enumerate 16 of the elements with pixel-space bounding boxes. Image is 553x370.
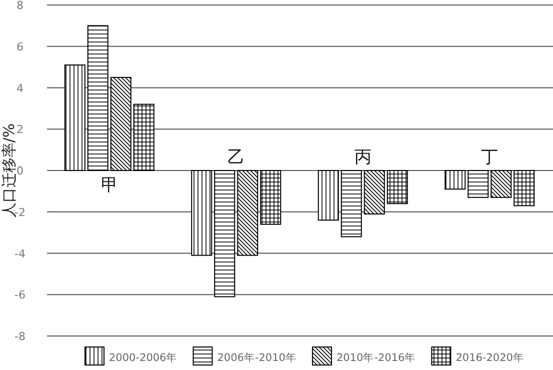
y-tick-label: 8 bbox=[16, 0, 24, 12]
x-tick-label: 丁 bbox=[481, 148, 498, 168]
x-tick-label: 甲 bbox=[100, 176, 118, 196]
legend-label: 2010年-2016年 bbox=[336, 352, 416, 364]
y-tick-label: -4 bbox=[14, 247, 26, 260]
legend-label: 2016-2020年 bbox=[456, 352, 524, 364]
legend-label: 2006年-2010年 bbox=[217, 352, 296, 364]
x-tick-label: 乙 bbox=[228, 148, 245, 168]
y-tick-label: -6 bbox=[14, 288, 26, 302]
legend-label: 2000-2006年 bbox=[109, 352, 178, 364]
x-tick-label: 丙 bbox=[354, 148, 372, 168]
y-tick-label: 0 bbox=[16, 164, 24, 178]
y-tick-label: 6 bbox=[16, 40, 24, 54]
y-tick-label: 4 bbox=[16, 82, 24, 95]
y-tick-label: 2 bbox=[16, 123, 24, 136]
y-tick-label: -8 bbox=[14, 330, 26, 343]
